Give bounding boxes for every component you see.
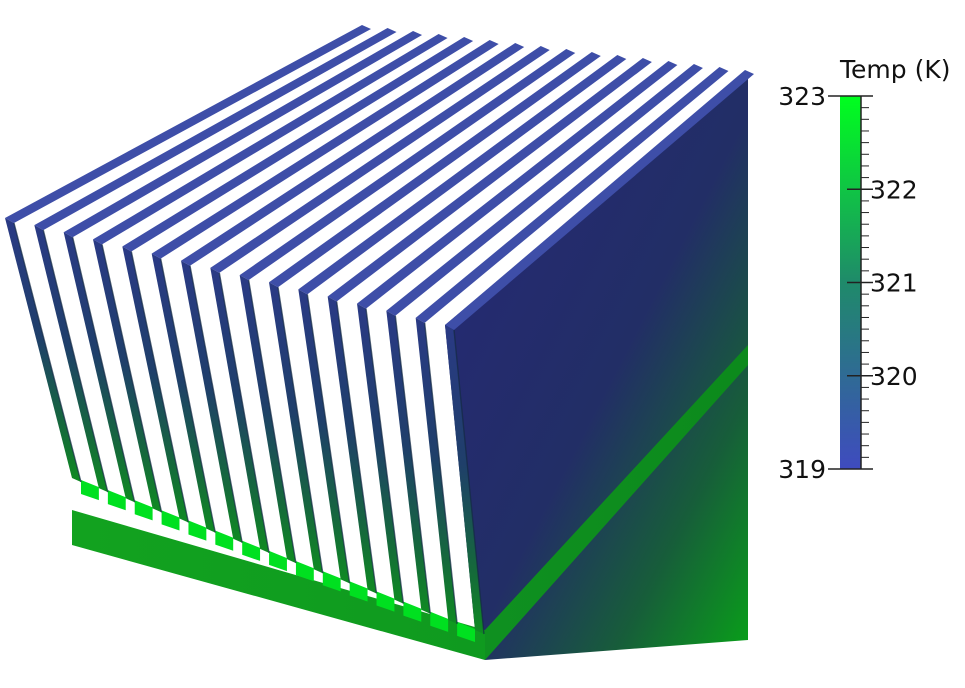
color-legend: Temp (K) 323 322 321 320 319 [778, 55, 950, 484]
base-channel [81, 480, 99, 501]
fin-shadow [71, 237, 136, 503]
fin-top-edge [415, 67, 729, 323]
fin-front-face [357, 303, 404, 604]
fin-shadow [101, 244, 163, 513]
fin-top-edge [34, 28, 397, 231]
fin-top-edge [357, 61, 678, 309]
fin-shadow [247, 279, 297, 564]
fin-top-edge [445, 70, 754, 330]
base-channel [430, 611, 449, 632]
colorbar-tick-label: 322 [870, 175, 918, 204]
fin-shadow [306, 294, 351, 584]
base-channel [188, 520, 207, 541]
heat-sink-model [5, 25, 754, 660]
base-channel [242, 540, 261, 561]
fin-shadow [189, 265, 243, 543]
colorbar-tick-labels: 323 322 321 320 319 [778, 82, 917, 484]
fin-front-face [63, 232, 135, 503]
fin-shadow [335, 301, 378, 594]
fin-top-edge [63, 31, 423, 238]
base-channel [457, 621, 475, 642]
fin-top-edge [327, 58, 652, 302]
fin-top-edge [122, 37, 474, 252]
fin-top-edge [386, 64, 703, 316]
fin-shadow [218, 272, 270, 554]
heat-sink-side-face [445, 72, 748, 660]
fin-front-face [5, 218, 81, 482]
fin-shadow [42, 229, 109, 493]
fin-front-face [122, 246, 189, 523]
fin-top-edge [269, 52, 601, 288]
fin-shadow [453, 329, 485, 635]
fin-front-face [386, 310, 431, 614]
fin-front-face [181, 260, 243, 543]
heat-sink-base-front [72, 510, 485, 660]
base-channel [215, 530, 234, 551]
fin-front-face [269, 282, 323, 574]
fin-top-edge [5, 25, 371, 223]
base-channel [107, 490, 126, 511]
fin-top-edge [239, 49, 576, 281]
colorbar-tick-label: 319 [778, 455, 826, 484]
base-channel [376, 591, 395, 612]
fins [5, 25, 754, 635]
fin-front-face [93, 239, 162, 513]
colorbar-tick-label: 321 [870, 269, 918, 298]
colorbar-tick-label: 320 [870, 362, 918, 391]
fin-front-face [210, 267, 270, 553]
base-channel [269, 550, 287, 572]
fin-shadow [130, 251, 190, 523]
base-channel [322, 571, 341, 592]
fin-shadow [394, 315, 431, 614]
fin-front-face [151, 253, 216, 533]
fin-top-edge [93, 34, 448, 245]
base-channel [349, 581, 368, 602]
fin-front-face [327, 296, 377, 594]
fin-top-edge [181, 43, 525, 266]
fin-front-face [445, 325, 484, 634]
base-channel [161, 510, 180, 531]
fin-front-face [239, 275, 296, 564]
fin-shadow [277, 287, 324, 574]
base-channel [134, 500, 153, 521]
fin-front-face [298, 289, 350, 584]
colorbar-tick-label: 323 [778, 82, 826, 111]
fin-shadow [159, 258, 217, 533]
base-channel [403, 601, 422, 622]
heat-sink-base-side [485, 345, 748, 660]
base-channel [295, 561, 314, 582]
fin-shadow [365, 308, 405, 604]
fin-top-edge [151, 40, 499, 259]
fin-front-face [415, 317, 458, 624]
base-channels [81, 480, 475, 642]
fin-top-edge [298, 55, 627, 295]
fin-front-face [34, 225, 108, 493]
colorbar-title: Temp (K) [839, 55, 950, 84]
colorbar-minor-ticks [861, 95, 869, 470]
fin-shadow [423, 322, 458, 624]
fin-top-edge [210, 46, 550, 273]
fin-shadow [13, 222, 82, 483]
